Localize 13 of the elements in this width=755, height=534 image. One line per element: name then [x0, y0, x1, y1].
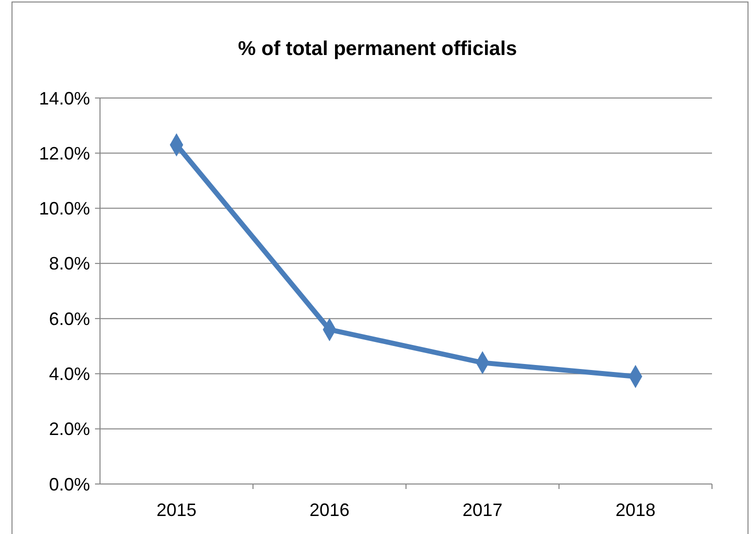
y-tick-label: 12.0%	[38, 143, 90, 164]
x-tick-label: 2017	[462, 500, 503, 520]
y-tick-label: 6.0%	[48, 308, 90, 329]
y-tick-label: 10.0%	[38, 198, 90, 219]
x-tick-label: 2015	[156, 500, 197, 520]
chart-title: % of total permanent officials	[238, 38, 517, 60]
y-tick-label: 8.0%	[48, 254, 90, 274]
y-tick-label: 14.0%	[38, 88, 90, 108]
y-tick-label: 4.0%	[48, 364, 90, 384]
y-tick-label: 2.0%	[48, 419, 90, 440]
y-tick-label: 0.0%	[48, 474, 90, 494]
x-tick-label: 2016	[309, 500, 350, 520]
x-tick-label: 2018	[615, 500, 656, 520]
